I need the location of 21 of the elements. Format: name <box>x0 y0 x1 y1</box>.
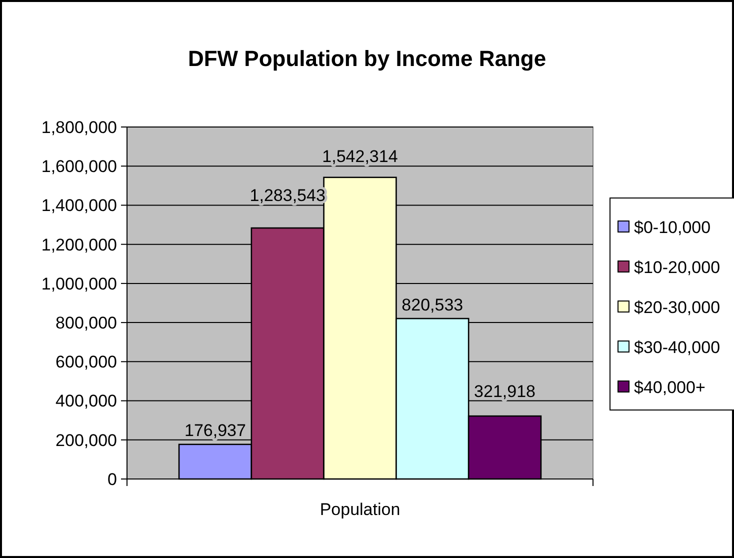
data-label: 176,937 <box>184 420 246 440</box>
data-label: 820,533 <box>402 296 464 315</box>
legend-label: $40,000+ <box>634 378 706 397</box>
x-tick-label: Population <box>320 500 400 519</box>
y-tick-label: 800,000 <box>56 314 117 333</box>
chart-title: DFW Population by Income Range <box>188 46 546 71</box>
legend-label: $0-10,000 <box>634 218 711 237</box>
y-tick-label: 0 <box>108 470 117 489</box>
y-tick-label: 1,400,000 <box>41 196 117 216</box>
data-label: 1,542,314 <box>322 147 398 166</box>
y-tick-label: 600,000 <box>56 352 117 372</box>
y-tick-label: 1,600,000 <box>41 157 117 176</box>
data-label: 321,918 <box>474 382 536 401</box>
y-tick-label: 200,000 <box>56 430 117 450</box>
y-tick-label: 1,200,000 <box>41 235 117 254</box>
y-tick-label: 1,000,000 <box>41 274 117 294</box>
y-tick-label: 400,000 <box>56 392 117 411</box>
y-tick-label: 1,800,000 <box>41 118 117 137</box>
legend-label: $30-40,000 <box>634 338 720 357</box>
legend-label: $10-20,000 <box>634 258 720 277</box>
legend-label: $20-30,000 <box>634 298 720 317</box>
